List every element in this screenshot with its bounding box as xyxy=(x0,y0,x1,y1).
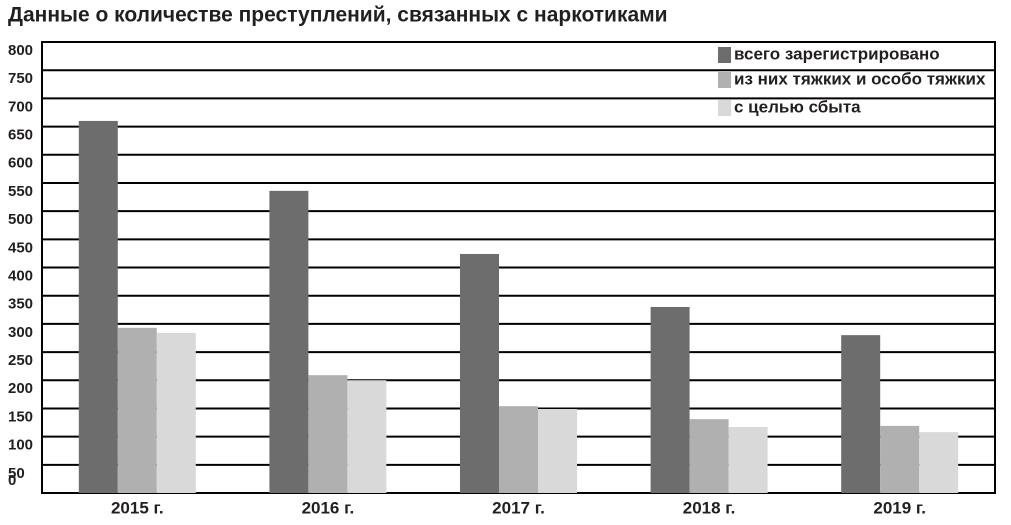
y-tick-label: 0 xyxy=(8,472,16,489)
bar xyxy=(689,419,729,493)
bar xyxy=(460,253,499,493)
legend-swatch xyxy=(718,100,731,116)
x-tick-label: 2019 г. xyxy=(873,498,926,517)
y-tick-label: 550 xyxy=(8,183,33,200)
y-tick-label: 650 xyxy=(8,127,33,144)
bar xyxy=(156,332,196,493)
bar xyxy=(841,335,881,493)
bar xyxy=(269,190,309,493)
y-tick-label: 500 xyxy=(8,211,33,228)
legend-label: с целью сбыта xyxy=(734,97,861,116)
bar xyxy=(117,327,157,493)
y-tick-label: 450 xyxy=(8,239,33,256)
bar xyxy=(78,120,118,494)
bar xyxy=(880,425,920,493)
chart-title: Данные о количестве преступлений, связан… xyxy=(8,4,668,27)
y-tick-label: 800 xyxy=(8,42,33,59)
bar xyxy=(919,432,959,493)
x-tick-label: 2016 г. xyxy=(302,498,355,517)
y-tick-label: 300 xyxy=(8,324,33,341)
bar xyxy=(728,427,768,493)
y-tick-label: 50 xyxy=(8,465,25,482)
y-tick-label: 200 xyxy=(8,380,33,397)
y-tick-label: 700 xyxy=(8,98,33,115)
legend-swatch xyxy=(718,72,731,88)
bar xyxy=(347,380,387,493)
x-tick-label: 2017 г. xyxy=(492,498,545,517)
y-tick-label: 400 xyxy=(8,267,33,284)
y-tick-label: 750 xyxy=(8,70,33,87)
bar xyxy=(308,375,348,493)
x-tick-label: 2015 г. xyxy=(111,498,164,517)
y-tick-label: 250 xyxy=(8,352,33,369)
y-tick-label: 150 xyxy=(8,408,33,425)
legend-label: всего зарегистрировано xyxy=(734,44,940,63)
y-tick-label: 100 xyxy=(8,437,33,454)
x-tick-label: 2018 г. xyxy=(683,498,736,517)
y-tick-label: 600 xyxy=(8,155,33,172)
legend-label: из них тяжких и особо тяжких xyxy=(734,69,986,88)
y-tick-label: 350 xyxy=(8,296,33,313)
bar xyxy=(538,409,577,493)
bar xyxy=(650,306,690,493)
legend-swatch xyxy=(718,47,731,63)
bar xyxy=(499,406,538,493)
